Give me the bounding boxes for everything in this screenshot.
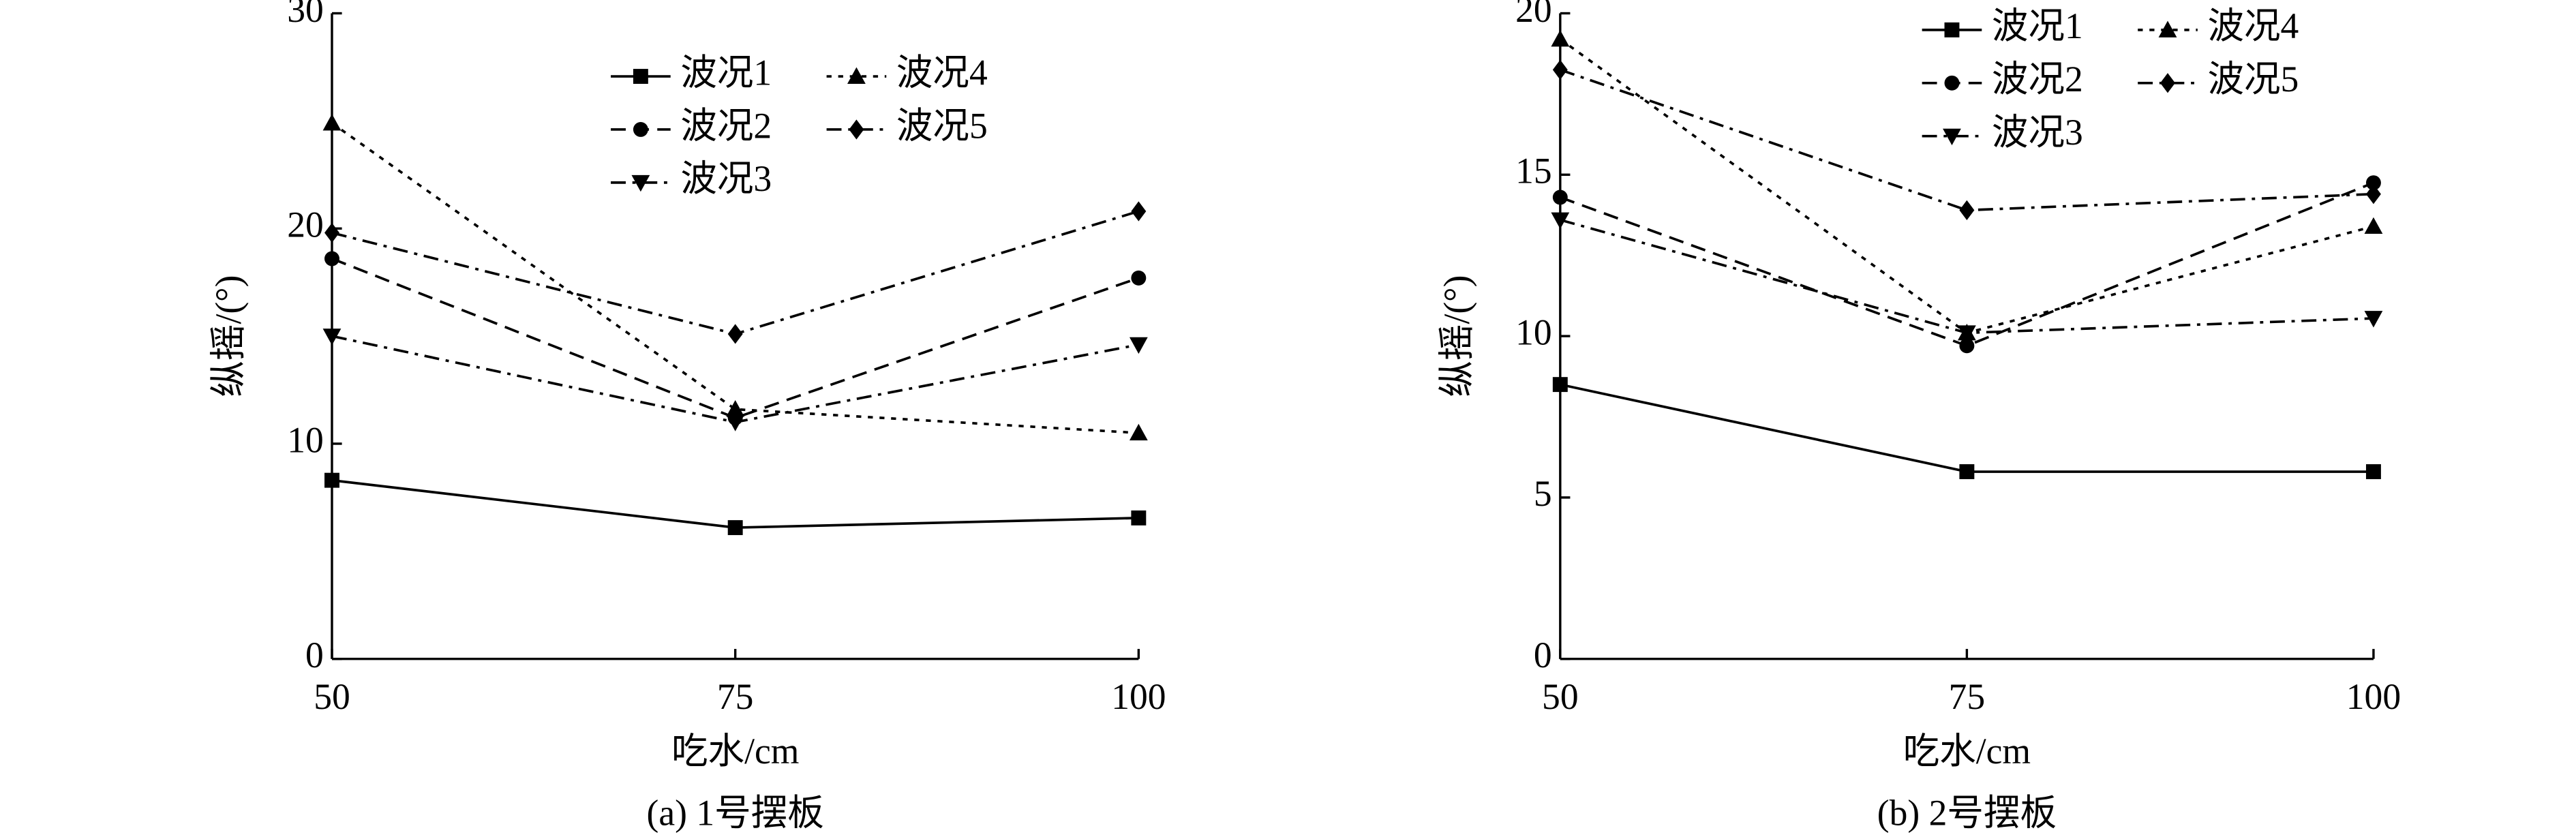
legend-label: 波况3: [680, 158, 772, 199]
marker: [1552, 377, 1568, 393]
legend-label: 波况1: [1992, 5, 2083, 46]
x-axis-label: 吃水/cm: [671, 731, 799, 772]
legend-marker: [847, 67, 866, 84]
legend-marker: [633, 69, 648, 84]
y-tick-label: 5: [1534, 473, 1552, 514]
marker: [1131, 201, 1147, 222]
marker: [726, 414, 745, 431]
legend-marker: [1943, 128, 1961, 146]
marker: [322, 329, 342, 346]
x-tick-label: 75: [717, 676, 754, 717]
series-line: [1560, 68, 2374, 212]
legend-marker: [849, 119, 864, 140]
caption: (a) 1号摆板: [647, 792, 824, 833]
legend-label: 波况3: [1992, 112, 2083, 153]
marker: [727, 324, 743, 344]
marker: [726, 400, 745, 417]
marker: [1959, 200, 1975, 221]
series-line: [331, 257, 1139, 420]
marker: [2364, 217, 2383, 234]
marker: [1129, 337, 1148, 354]
y-axis-label: 纵摇/(°): [208, 275, 249, 397]
marker: [727, 520, 743, 536]
marker: [1552, 189, 1568, 205]
marker: [2365, 175, 2381, 191]
marker: [1131, 510, 1147, 526]
legend-label: 波况4: [2207, 5, 2299, 46]
legend-label: 波况2: [1992, 59, 2083, 100]
series-line: [1560, 218, 2374, 335]
marker: [1129, 423, 1148, 441]
caption: (b) 2号摆板: [1877, 792, 2057, 833]
y-tick-label: 10: [287, 419, 324, 460]
marker: [1957, 323, 1976, 341]
marker: [324, 251, 339, 267]
legend-label: 波况4: [896, 52, 988, 93]
x-tick-label: 75: [1949, 676, 1986, 717]
legend-marker: [2158, 20, 2177, 37]
marker: [1959, 464, 1975, 479]
y-tick-label: 0: [1534, 635, 1552, 675]
marker: [1131, 270, 1147, 286]
y-tick-label: 20: [287, 204, 324, 245]
y-tick-label: 10: [1515, 311, 1552, 352]
legend-label: 波况5: [2207, 59, 2299, 100]
x-tick-label: 50: [314, 676, 350, 717]
y-tick-label: 30: [287, 0, 324, 30]
x-tick-label: 50: [1542, 676, 1579, 717]
legend-marker: [1944, 22, 1960, 37]
y-tick-label: 0: [305, 635, 324, 675]
legend-marker: [631, 174, 650, 192]
series-line: [331, 122, 1139, 435]
marker: [1552, 59, 1568, 80]
legend-marker: [633, 122, 648, 137]
marker: [324, 222, 339, 243]
legend-label: 波况1: [680, 52, 772, 93]
marker: [1551, 30, 1570, 47]
x-axis-label: 吃水/cm: [1903, 731, 2031, 772]
y-axis-label: 纵摇/(°): [1436, 275, 1477, 397]
legend-marker: [1944, 75, 1960, 91]
marker: [2364, 311, 2383, 328]
legend-marker: [2160, 73, 2175, 93]
marker: [324, 472, 339, 488]
y-tick-label: 20: [1515, 0, 1552, 30]
legend-label: 波况5: [896, 105, 988, 146]
legend-label: 波况2: [680, 105, 772, 146]
y-tick-label: 15: [1515, 151, 1552, 192]
marker: [2365, 464, 2381, 479]
marker: [322, 114, 342, 131]
series-line: [1560, 383, 2374, 473]
x-tick-label: 100: [1111, 676, 1166, 717]
series-line: [331, 210, 1139, 335]
marker: [1959, 338, 1975, 354]
marker: [1551, 212, 1570, 230]
x-tick-label: 100: [2346, 676, 2401, 717]
